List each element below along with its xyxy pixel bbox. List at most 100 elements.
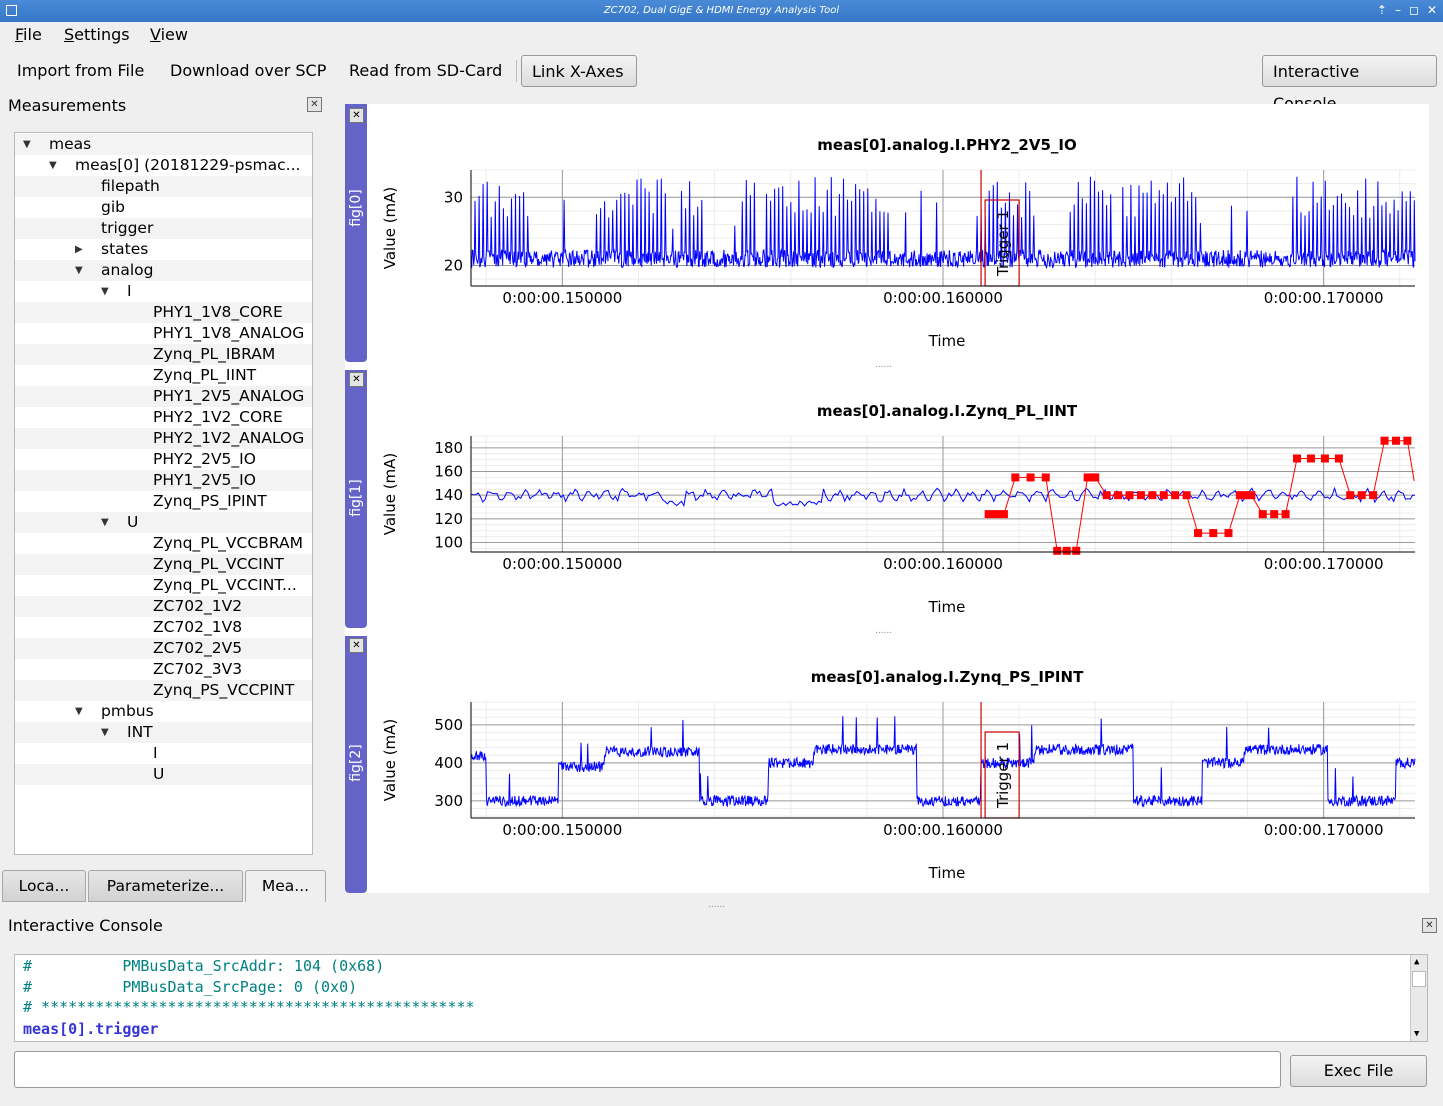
read-sd-card-button[interactable]: Read from SD-Card	[349, 61, 503, 80]
data-point-marker	[1391, 436, 1400, 445]
chart-phy2-2v5-io[interactable]: meas[0].analog.I.PHY2_2V5_IO Value (mA) Ti…	[367, 104, 1429, 366]
expand-arrow-down-icon[interactable]: ▼	[101, 286, 109, 297]
tree-item[interactable]: ▼ I	[15, 281, 312, 302]
link-x-axes-button[interactable]: Link X-Axes	[521, 55, 637, 87]
download-scp-button[interactable]: Download over SCP	[170, 61, 327, 80]
scroll-up-icon[interactable]: ▲	[1414, 957, 1420, 967]
menu-settings[interactable]: Settings	[64, 25, 130, 44]
menu-view[interactable]: View	[150, 25, 188, 44]
splitter-handle[interactable]: ......	[708, 900, 726, 910]
tree-item[interactable]: ZC702_2V5	[15, 638, 312, 659]
data-point-marker	[1062, 546, 1071, 555]
tree-item[interactable]: ZC702_1V2	[15, 596, 312, 617]
tree-item[interactable]: Zynq_PL_IINT	[15, 365, 312, 386]
tree-item[interactable]: Zynq_PS_IPINT	[15, 491, 312, 512]
console-input[interactable]	[14, 1051, 1281, 1088]
close-console-icon[interactable]: ✕	[1422, 918, 1437, 933]
tree-item[interactable]: PHY2_1V2_CORE	[15, 407, 312, 428]
data-point-marker	[1182, 491, 1191, 500]
tree-item[interactable]: PHY1_2V5_ANALOG	[15, 386, 312, 407]
close-icon[interactable]: ✕	[1426, 3, 1437, 17]
tree-item[interactable]: U	[15, 764, 312, 785]
data-point-marker	[1320, 454, 1329, 463]
tree-item[interactable]: ZC702_1V8	[15, 617, 312, 638]
expand-arrow-down-icon[interactable]: ▼	[75, 265, 83, 276]
tree-item[interactable]: ▶ states	[15, 239, 312, 260]
console-scrollbar[interactable]: ▲ ▼	[1410, 955, 1427, 1041]
console-output[interactable]: # PMBusData_SrcAddr: 104 (0x68) # PMBusD…	[14, 954, 1428, 1042]
data-point-marker	[1241, 491, 1250, 500]
window-controls: ⇡ – ◻ ✕	[1377, 3, 1437, 17]
tree-item[interactable]: ZC702_3V3	[15, 659, 312, 680]
tab-parameterize[interactable]: Parameterize...	[88, 870, 243, 902]
expand-arrow-down-icon[interactable]: ▼	[101, 727, 109, 738]
exec-file-button[interactable]: Exec File	[1290, 1055, 1427, 1087]
tree-item-label: PHY2_2V5_IO	[153, 450, 256, 468]
expand-arrow-down-icon[interactable]: ▼	[101, 517, 109, 528]
fig2-dock-bar[interactable]	[345, 636, 367, 893]
expand-arrow-down-icon[interactable]: ▼	[23, 139, 31, 150]
data-point-marker	[1369, 491, 1378, 500]
tree-item-label: I	[153, 744, 158, 762]
tree-item[interactable]: PHY2_1V2_ANALOG	[15, 428, 312, 449]
tree-item[interactable]: PHY2_2V5_IO	[15, 449, 312, 470]
fig0-dock-bar[interactable]	[345, 104, 367, 362]
tree-item[interactable]: ▼ INT	[15, 722, 312, 743]
tree-item[interactable]: PHY1_1V8_CORE	[15, 302, 312, 323]
y-axis-label: Value (mA)	[381, 453, 399, 536]
splitter-handle[interactable]: ......	[875, 626, 893, 636]
tree-item-label: meas	[49, 135, 92, 153]
expand-arrow-down-icon[interactable]: ▼	[75, 706, 83, 717]
tree-item[interactable]: Zynq_PL_IBRAM	[15, 344, 312, 365]
fig1-close-icon[interactable]: ✕	[349, 372, 364, 387]
close-measurements-icon[interactable]: ✕	[307, 97, 322, 112]
fig2-tab-label: fig[2]	[348, 744, 364, 782]
tree-item-label: filepath	[101, 177, 160, 195]
tree-item[interactable]: PHY1_1V8_ANALOG	[15, 323, 312, 344]
tree-item[interactable]: gib	[15, 197, 312, 218]
window-menu-icon[interactable]	[6, 5, 17, 16]
expand-arrow-down-icon[interactable]: ▼	[49, 160, 57, 171]
fig0-close-icon[interactable]: ✕	[349, 108, 364, 123]
tree-item[interactable]: trigger	[15, 218, 312, 239]
minimize-icon[interactable]: –	[1394, 3, 1401, 17]
tree-item[interactable]: ▼ meas	[15, 134, 312, 155]
tree-item[interactable]: Zynq_PL_VCCINT...	[15, 575, 312, 596]
expand-arrow-right-icon[interactable]: ▶	[75, 244, 83, 255]
fig2-close-icon[interactable]: ✕	[349, 638, 364, 653]
tree-item-label: Zynq_PS_IPINT	[153, 492, 267, 510]
keep-above-icon[interactable]: ⇡	[1376, 3, 1387, 17]
tree-item-label: ZC702_1V2	[153, 597, 243, 615]
menu-file[interactable]: File	[15, 25, 42, 44]
data-point-marker	[1072, 546, 1081, 555]
tab-locations[interactable]: Loca...	[2, 870, 86, 902]
window-titlebar[interactable]: ZC702, Dual GigE & HDMI Energy Analysis …	[0, 0, 1443, 22]
tree-item[interactable]: ▼ analog	[15, 260, 312, 281]
splitter-handle[interactable]: ......	[875, 360, 893, 370]
chart-zynq-pl-iint[interactable]: meas[0].analog.I.Zynq_PL_IINT Value (mA) T…	[367, 370, 1429, 632]
import-from-file-button[interactable]: Import from File	[17, 61, 145, 80]
measurements-panel-title: Measurements	[8, 96, 127, 115]
tree-item[interactable]: Zynq_PL_VCCBRAM	[15, 533, 312, 554]
tree-item-label: PHY2_1V2_CORE	[153, 408, 283, 426]
chart-zynq-ps-ipint[interactable]: meas[0].analog.I.Zynq_PS_IPINT Value (mA)…	[367, 636, 1429, 893]
maximize-icon[interactable]: ◻	[1408, 3, 1419, 17]
data-point-marker	[1293, 454, 1301, 463]
tab-measurements[interactable]: Mea...	[245, 870, 326, 902]
tree-item[interactable]: PHY1_2V5_IO	[15, 470, 312, 491]
scroll-down-icon[interactable]: ▼	[1414, 1029, 1420, 1039]
tree-item[interactable]: I	[15, 743, 312, 764]
scrollbar-thumb[interactable]	[1412, 971, 1426, 987]
data-point-marker	[1125, 491, 1134, 500]
tree-item[interactable]: ▼ pmbus	[15, 701, 312, 722]
toolbar-separator	[516, 60, 517, 82]
tree-item[interactable]: Zynq_PL_VCCINT	[15, 554, 312, 575]
measurements-tree[interactable]: ▼ meas ▼ meas[0] (20181229-psmac... filepath…	[14, 132, 313, 855]
interactive-console-button[interactable]: Interactive Console	[1262, 55, 1437, 113]
fig1-dock-bar[interactable]	[345, 370, 367, 628]
tree-item[interactable]: filepath	[15, 176, 312, 197]
x-axis-label: Time	[928, 332, 966, 350]
tree-item[interactable]: ▼ U	[15, 512, 312, 533]
tree-item[interactable]: Zynq_PS_VCCPINT	[15, 680, 312, 701]
tree-item[interactable]: ▼ meas[0] (20181229-psmac...	[15, 155, 312, 176]
